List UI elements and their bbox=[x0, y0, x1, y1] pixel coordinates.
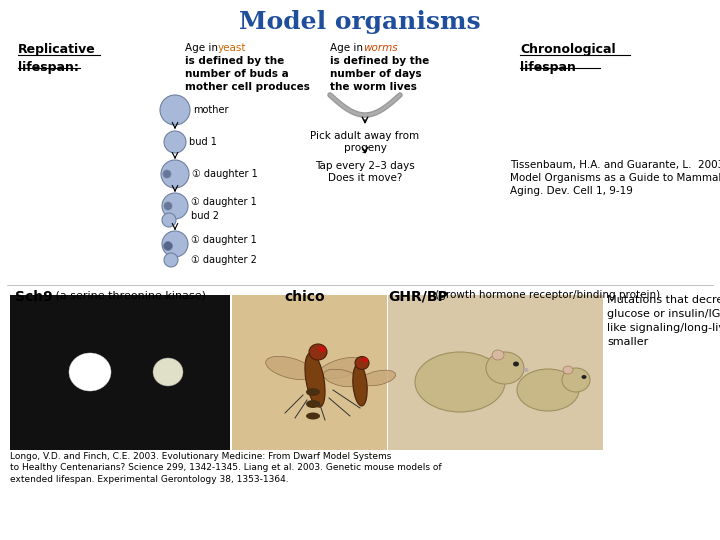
Text: (growth hormone receptor/binding protein): (growth hormone receptor/binding protein… bbox=[432, 290, 660, 300]
Text: chico: chico bbox=[284, 290, 325, 304]
Text: Age in: Age in bbox=[330, 43, 366, 53]
Text: Replicative
lifespan:: Replicative lifespan: bbox=[18, 43, 96, 74]
Ellipse shape bbox=[563, 366, 573, 374]
Text: mother: mother bbox=[193, 105, 228, 115]
Ellipse shape bbox=[306, 388, 320, 396]
Ellipse shape bbox=[318, 346, 325, 352]
Ellipse shape bbox=[164, 253, 178, 267]
Ellipse shape bbox=[153, 358, 183, 386]
Text: ① daughter 1: ① daughter 1 bbox=[192, 169, 258, 179]
Bar bbox=[388, 295, 603, 450]
Ellipse shape bbox=[355, 356, 369, 369]
Text: bud 1: bud 1 bbox=[189, 137, 217, 147]
Ellipse shape bbox=[562, 368, 590, 392]
Ellipse shape bbox=[161, 160, 189, 188]
Text: Sch9: Sch9 bbox=[15, 290, 53, 304]
Text: is defined by the
number of days
the worm lives: is defined by the number of days the wor… bbox=[330, 56, 429, 92]
Ellipse shape bbox=[360, 370, 396, 386]
Text: Pick adult away from
progeny: Pick adult away from progeny bbox=[310, 131, 420, 153]
Text: ① daughter 2: ① daughter 2 bbox=[191, 255, 257, 265]
Ellipse shape bbox=[353, 364, 367, 406]
Text: Model organisms: Model organisms bbox=[239, 10, 481, 34]
Text: bud 2: bud 2 bbox=[191, 211, 219, 221]
Text: ① daughter 1: ① daughter 1 bbox=[191, 235, 257, 245]
Ellipse shape bbox=[323, 369, 361, 387]
Ellipse shape bbox=[69, 353, 111, 391]
Text: is defined by the
number of buds a
mother cell produces: is defined by the number of buds a mothe… bbox=[185, 56, 310, 92]
Ellipse shape bbox=[162, 231, 188, 257]
Text: Mutations that decrease
glucose or insulin/IGF-1-
like signaling/long-lived/
sma: Mutations that decrease glucose or insul… bbox=[607, 295, 720, 347]
Ellipse shape bbox=[492, 350, 504, 360]
Ellipse shape bbox=[306, 413, 320, 420]
Bar bbox=[232, 295, 387, 450]
Ellipse shape bbox=[164, 131, 186, 153]
Ellipse shape bbox=[309, 344, 327, 360]
Text: (a serine threonine kinase): (a serine threonine kinase) bbox=[52, 290, 206, 300]
Ellipse shape bbox=[305, 353, 325, 407]
Ellipse shape bbox=[517, 369, 579, 411]
Ellipse shape bbox=[266, 356, 315, 380]
Ellipse shape bbox=[162, 213, 176, 227]
Text: ① daughter 1: ① daughter 1 bbox=[191, 197, 257, 207]
Ellipse shape bbox=[306, 400, 320, 408]
Text: GHR/BP: GHR/BP bbox=[388, 290, 448, 304]
Bar bbox=[10, 295, 230, 450]
Ellipse shape bbox=[523, 368, 528, 372]
Ellipse shape bbox=[163, 170, 171, 178]
Text: Age in: Age in bbox=[185, 43, 221, 53]
Ellipse shape bbox=[160, 95, 190, 125]
Ellipse shape bbox=[513, 361, 519, 367]
Text: Tissenbaum, H.A. and Guarante, L.  2003.
Model Organisms as a Guide to Mammalian: Tissenbaum, H.A. and Guarante, L. 2003. … bbox=[510, 160, 720, 197]
Ellipse shape bbox=[486, 352, 524, 384]
Ellipse shape bbox=[164, 202, 172, 210]
Ellipse shape bbox=[582, 375, 587, 379]
Ellipse shape bbox=[162, 193, 188, 219]
Text: Chronological
lifespan: Chronological lifespan bbox=[520, 43, 616, 74]
Ellipse shape bbox=[163, 241, 173, 251]
Text: yeast: yeast bbox=[218, 43, 246, 53]
Text: Longo, V.D. and Finch, C.E. 2003. Evolutionary Medicine: From Dwarf Model System: Longo, V.D. and Finch, C.E. 2003. Evolut… bbox=[10, 452, 441, 484]
Ellipse shape bbox=[415, 352, 505, 412]
Text: Tap every 2–3 days
Does it move?: Tap every 2–3 days Does it move? bbox=[315, 161, 415, 184]
Ellipse shape bbox=[319, 357, 365, 379]
Text: worms: worms bbox=[363, 43, 397, 53]
Ellipse shape bbox=[362, 357, 368, 362]
